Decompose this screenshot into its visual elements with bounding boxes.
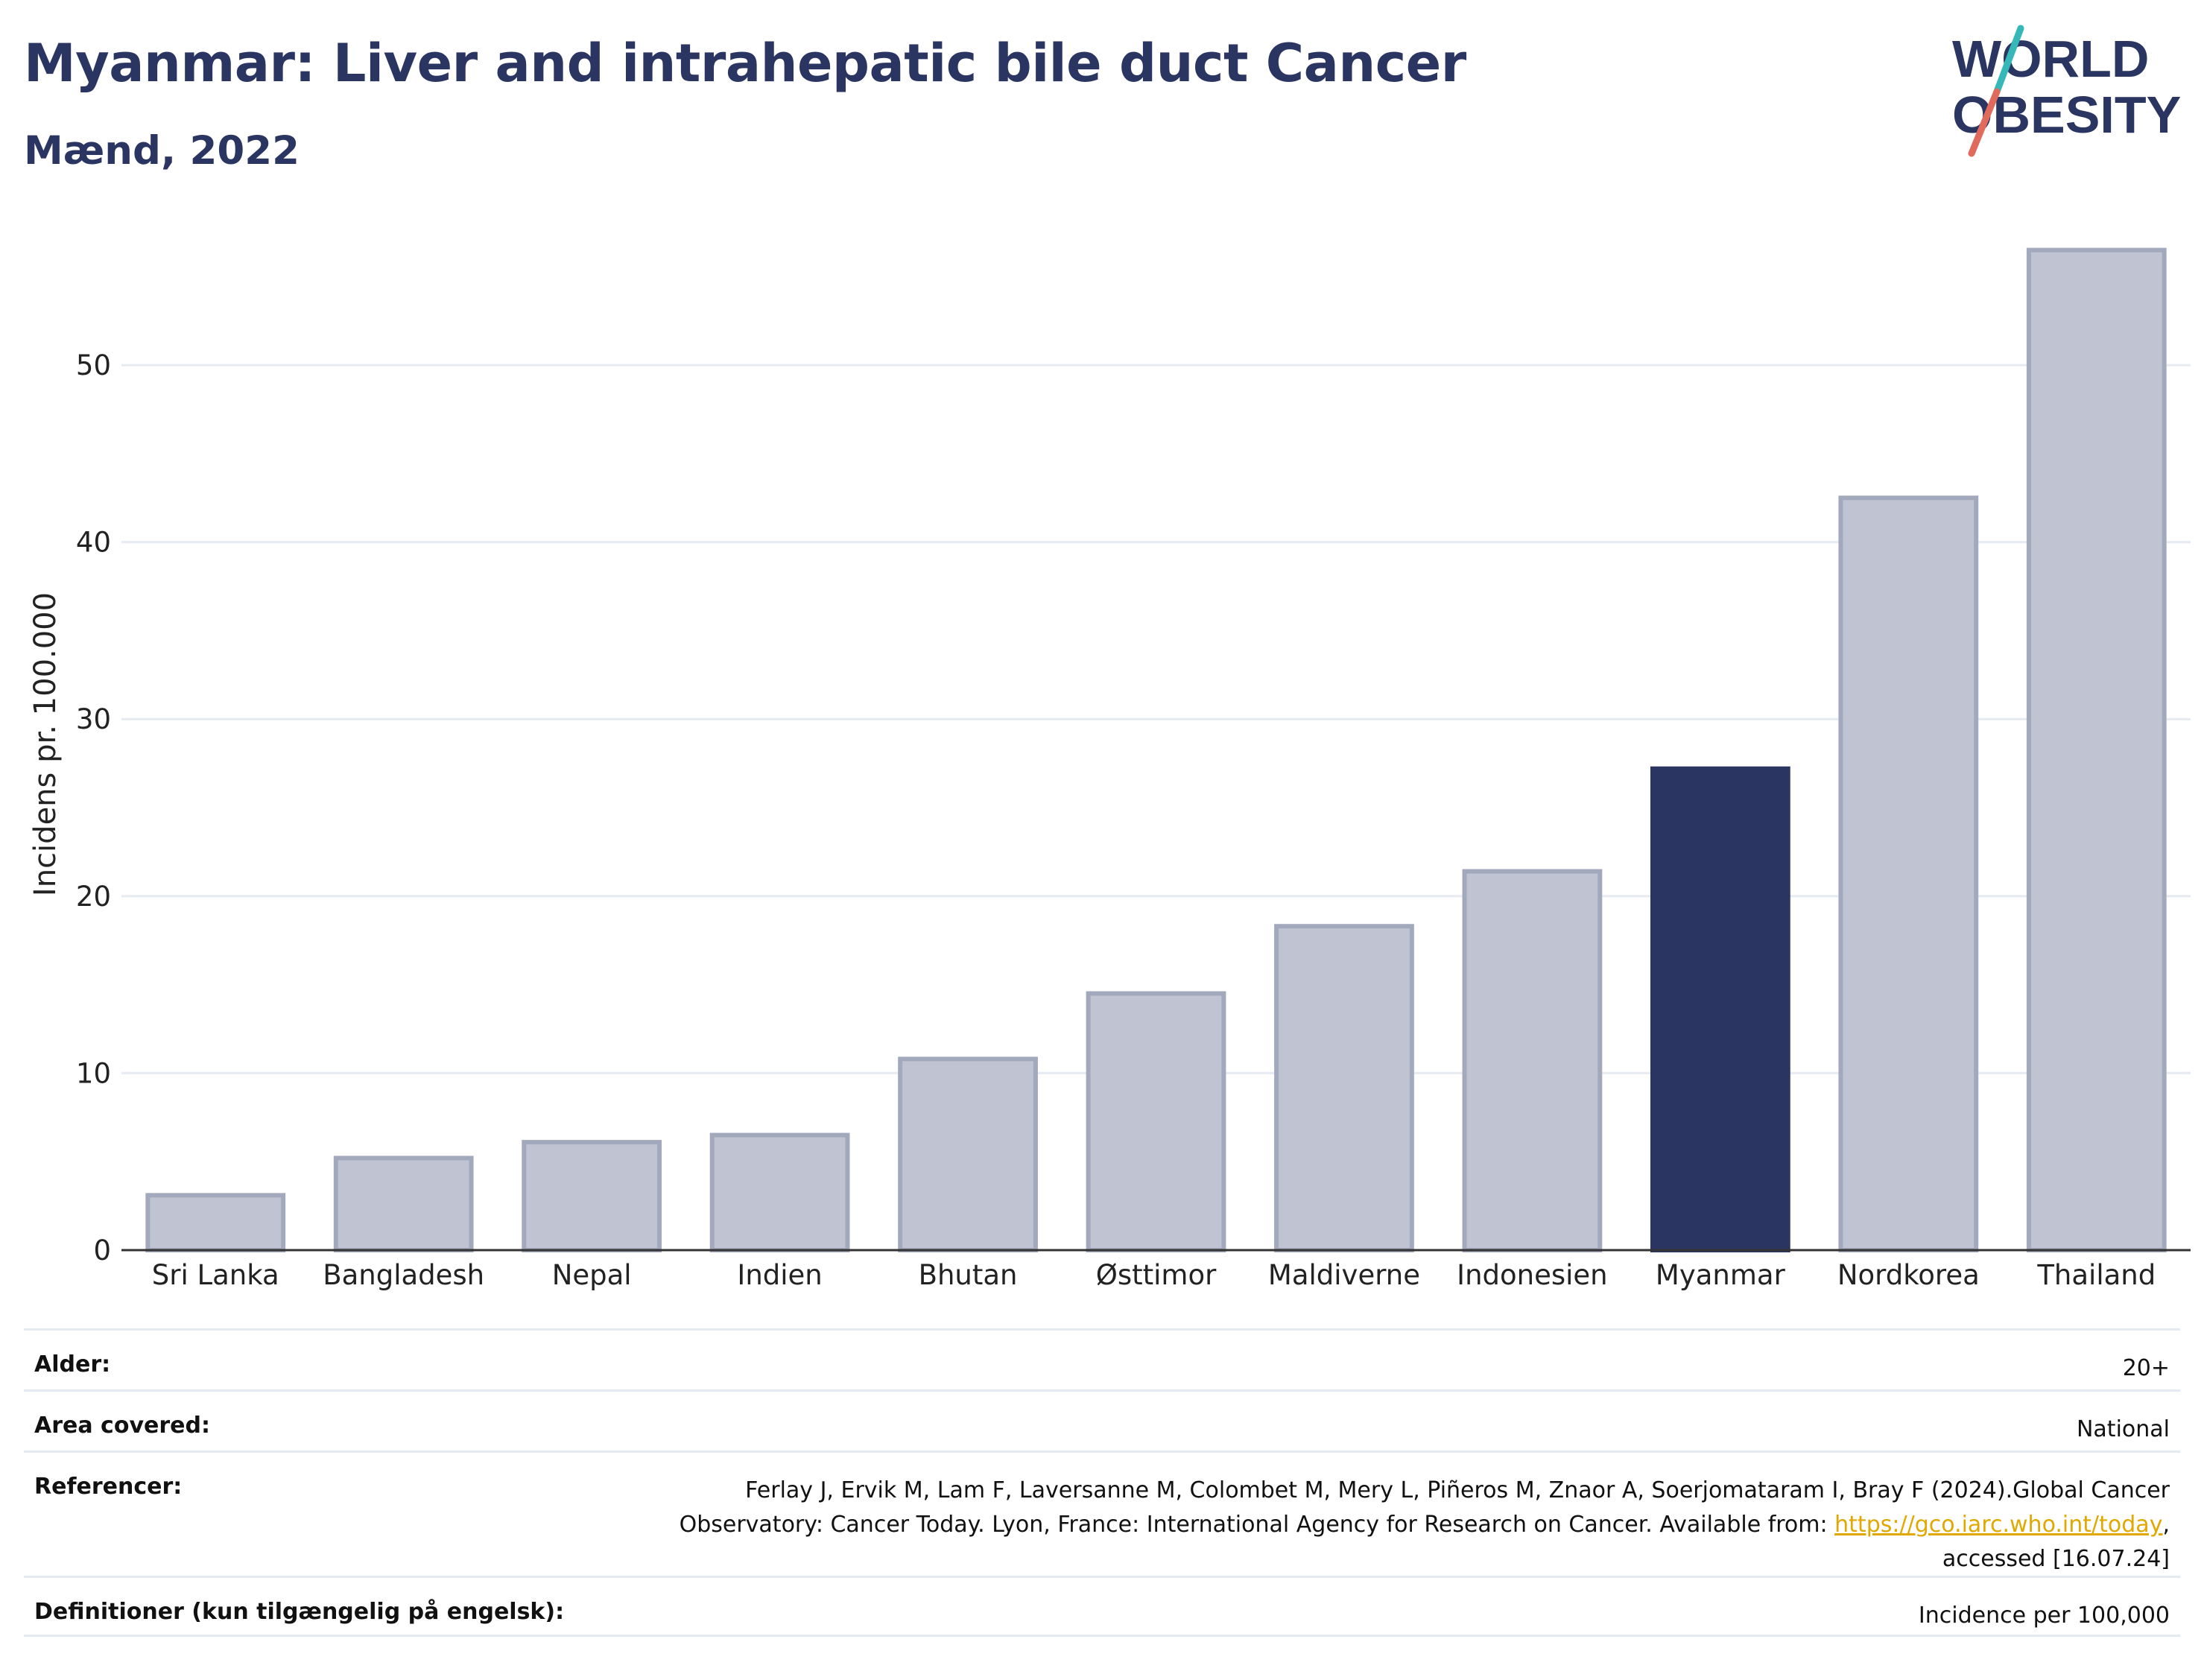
- y-tick-label: 0: [93, 1234, 111, 1267]
- metadata-table: Alder: 20+ Area covered: National Refere…: [24, 1328, 2180, 1637]
- meta-row-references: Referencer: Ferlay J, Ervik M, Lam F, La…: [24, 1451, 2180, 1576]
- y-axis-title: Incidens pr. 100.000: [28, 592, 63, 896]
- x-tick-label: Indien: [737, 1259, 822, 1291]
- bar-myanmar: [1650, 766, 1790, 1252]
- logo-slash-top: [1993, 25, 2024, 95]
- bar-thailand: [2026, 247, 2167, 1252]
- references-label: Referencer:: [34, 1474, 183, 1500]
- bar-sri-lanka: [145, 1193, 286, 1252]
- x-tick-label: Thailand: [2036, 1259, 2156, 1291]
- area-label: Area covered:: [34, 1413, 210, 1439]
- x-tick-label: Østtimor: [1096, 1259, 1217, 1291]
- x-tick-label: Myanmar: [1656, 1259, 1786, 1291]
- references-value: Ferlay J, Ervik M, Lam F, Laversanne M, …: [680, 1474, 2170, 1576]
- x-tick-label: Nepal: [552, 1259, 632, 1291]
- reference-line-3: accessed [16.07.24]: [1942, 1546, 2170, 1572]
- chart-title: Myanmar: Liver and intrahepatic bile duc…: [24, 33, 1466, 94]
- y-tick-label: 20: [76, 881, 111, 913]
- bar-østtimor: [1086, 991, 1226, 1252]
- bar-indonesien: [1462, 869, 1603, 1253]
- logo-slash-bottom: [1968, 88, 2001, 157]
- age-value: 20+: [2122, 1355, 2170, 1381]
- x-tick-label: Maldiverne: [1268, 1259, 1420, 1291]
- x-tick-label: Indonesien: [1457, 1259, 1607, 1291]
- x-tick-label: Bhutan: [919, 1259, 1018, 1291]
- definitions-value: Incidence per 100,000: [1918, 1603, 2170, 1629]
- y-tick-labels: 0 10 20 30 40 50: [76, 349, 111, 1267]
- x-tick-label: Sri Lanka: [152, 1259, 279, 1291]
- reference-line-2-end: ,: [2162, 1512, 2170, 1538]
- chart-subtitle: Mænd, 2022: [24, 128, 300, 174]
- y-tick-label: 30: [76, 703, 111, 735]
- bar-nepal: [522, 1140, 662, 1252]
- bar-chart: 0 10 20 30 40 50 Sri Lanka Bangladesh Nepal Indi…: [28, 247, 2191, 1291]
- bar-bhutan: [898, 1056, 1038, 1252]
- meta-row-age: Alder: 20+: [24, 1328, 2180, 1389]
- reference-line-2: Observatory: Cancer Today. Lyon, France:…: [679, 1512, 1835, 1538]
- logo-word-world: WORLD: [1952, 30, 2149, 88]
- area-value: National: [2076, 1416, 2170, 1442]
- reference-link[interactable]: https://gco.iarc.who.int/today: [1834, 1512, 2163, 1538]
- bar-maldiverne: [1274, 924, 1414, 1253]
- bar-nordkorea: [1838, 495, 1979, 1252]
- x-tick-labels: Sri Lanka Bangladesh Nepal Indien Bhutan Østt…: [152, 1259, 2156, 1291]
- reference-line-1: Ferlay J, Ervik M, Lam F, Laversanne M, …: [745, 1477, 2170, 1503]
- y-tick-label: 40: [76, 527, 111, 559]
- bar-indien: [709, 1132, 850, 1252]
- world-obesity-logo: WORLD OBESITY: [1952, 25, 2181, 157]
- y-tick-label: 50: [76, 349, 111, 381]
- x-tick-label: Bangladesh: [323, 1259, 484, 1291]
- bar-bangladesh: [333, 1156, 474, 1253]
- meta-row-area: Area covered: National: [24, 1389, 2180, 1451]
- x-tick-label: Nordkorea: [1837, 1259, 1980, 1291]
- bars: [145, 247, 2167, 1253]
- y-tick-label: 10: [76, 1057, 111, 1089]
- meta-row-definitions: Definitioner (kun tilgængelig på engelsk…: [24, 1576, 2180, 1637]
- definitions-label: Definitioner (kun tilgængelig på engelsk…: [34, 1599, 565, 1625]
- age-label: Alder:: [34, 1351, 111, 1378]
